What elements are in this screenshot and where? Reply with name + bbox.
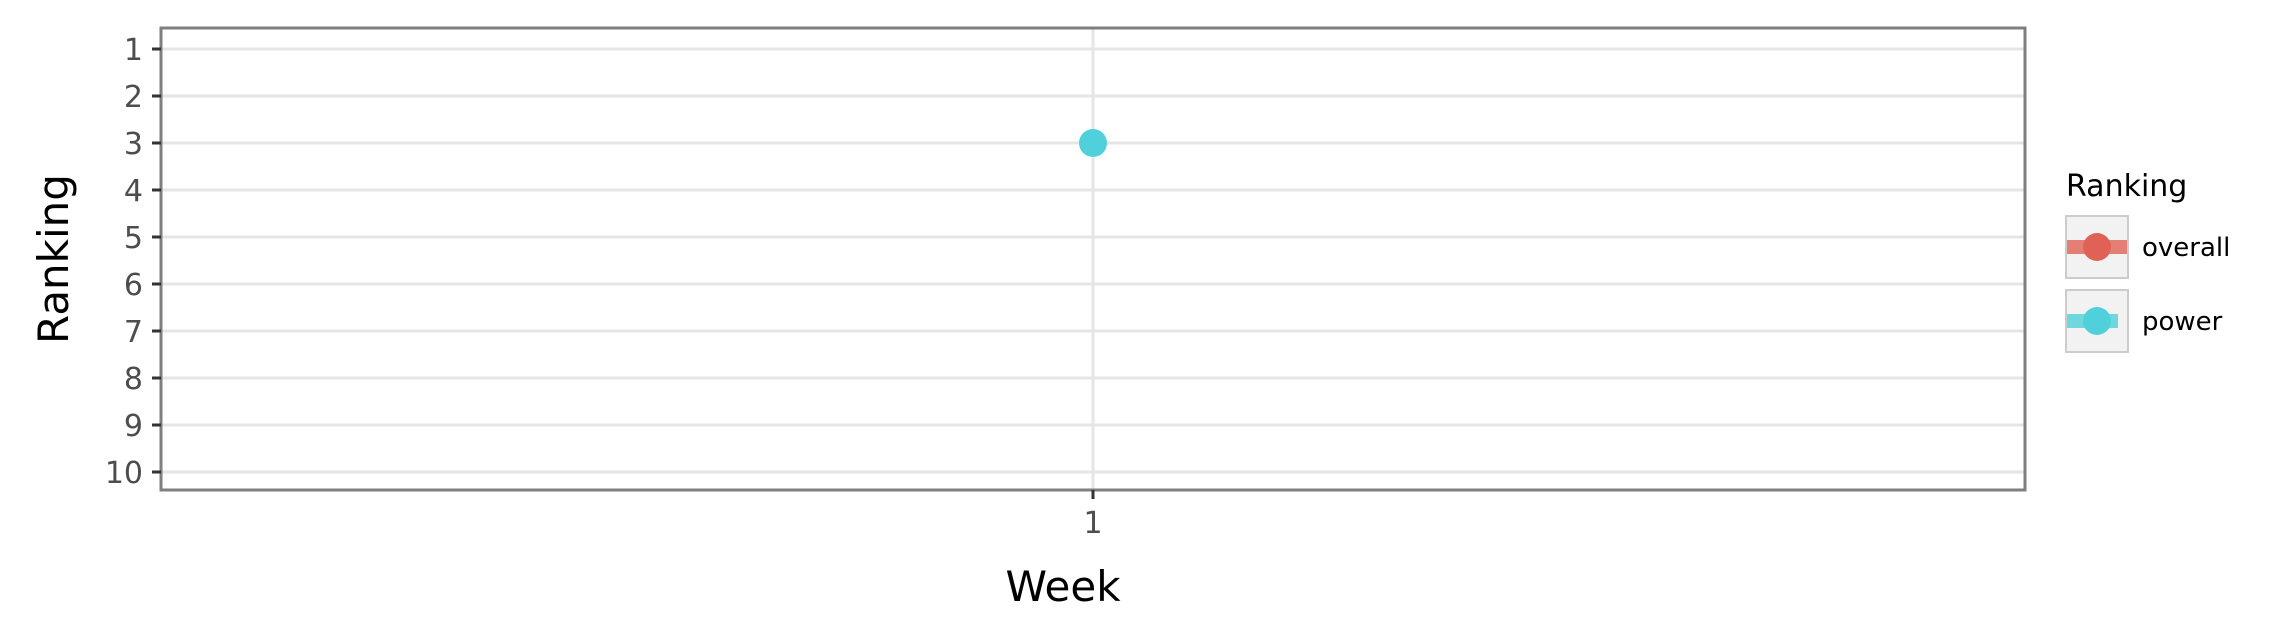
y-tick-label: 8 [124, 362, 143, 397]
y-tick-label: 1 [124, 33, 143, 68]
legend-title: Ranking [2066, 169, 2187, 204]
series-layer [1079, 129, 1107, 157]
axis-ticks: 1 2 3 4 5 6 7 8 9 10 1 [105, 33, 1103, 541]
series-point-power [1079, 129, 1107, 157]
y-tick-label: 3 [124, 127, 143, 162]
y-tick-label: 7 [124, 315, 143, 350]
legend-key-point-overall [2083, 233, 2111, 261]
y-tick-label: 2 [124, 80, 143, 115]
y-tick-label: 9 [124, 409, 143, 444]
legend-key-point-power [2083, 307, 2111, 335]
legend-label-overall: overall [2142, 233, 2230, 263]
y-tick-label: 10 [105, 456, 143, 491]
legend: Ranking overall power [2065, 169, 2230, 353]
x-tick-label: 1 [1083, 506, 1102, 541]
y-tick-label: 4 [124, 174, 143, 209]
y-tick-label: 6 [124, 268, 143, 303]
legend-label-power: power [2142, 307, 2223, 337]
x-axis-title: Week [1005, 562, 1121, 611]
y-axis-title: Ranking [29, 174, 78, 344]
y-tick-label: 5 [124, 221, 143, 256]
